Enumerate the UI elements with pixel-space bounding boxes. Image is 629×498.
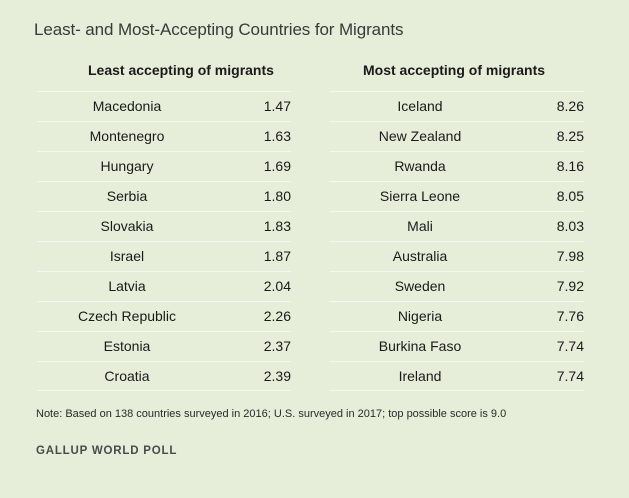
acceptance-score: 1.63 (263, 128, 291, 144)
acceptance-score: 1.83 (263, 218, 291, 234)
acceptance-score: 7.74 (556, 368, 584, 384)
table-row: Sweden 7.92 (330, 271, 584, 301)
column-header-least: Least accepting of migrants (88, 62, 274, 78)
acceptance-score: 1.80 (263, 188, 291, 204)
table-row: Montenegro 1.63 (37, 121, 291, 151)
table-row: Macedonia 1.47 (37, 91, 291, 121)
country-name: Croatia (104, 368, 150, 384)
acceptance-score: 2.39 (263, 368, 291, 384)
table-row: Estonia 2.37 (37, 331, 291, 361)
table-row: Hungary 1.69 (37, 151, 291, 181)
acceptance-score: 8.03 (556, 218, 584, 234)
table-row: Slovakia 1.83 (37, 211, 291, 241)
table-row: Australia 7.98 (330, 241, 584, 271)
acceptance-score: 8.26 (556, 98, 584, 114)
country-name: Sierra Leone (379, 188, 461, 204)
country-name: Slovakia (100, 218, 154, 234)
column-header-most: Most accepting of migrants (363, 62, 546, 78)
table-row: Czech Republic 2.26 (37, 301, 291, 331)
country-name: Hungary (100, 158, 154, 174)
acceptance-score: 8.25 (556, 128, 584, 144)
table-row: Rwanda 8.16 (330, 151, 584, 181)
least-accepting-table: Macedonia 1.47 Montenegro 1.63 Hungary 1.69 Se… (37, 91, 291, 391)
table-row: Iceland 8.26 (330, 91, 584, 121)
acceptance-score: 7.74 (556, 338, 584, 354)
acceptance-score: 2.26 (263, 308, 291, 324)
acceptance-score: 7.76 (556, 308, 584, 324)
country-name: Macedonia (92, 98, 162, 114)
acceptance-score: 8.05 (556, 188, 584, 204)
table-row: Nigeria 7.76 (330, 301, 584, 331)
country-name: Estonia (103, 338, 151, 354)
table-row: Croatia 2.39 (37, 361, 291, 391)
footnote: Note: Based on 138 countries surveyed in… (36, 408, 507, 420)
country-name: Rwanda (394, 158, 446, 174)
country-name: Serbia (106, 188, 148, 204)
table-row: Sierra Leone 8.05 (330, 181, 584, 211)
table-row: Latvia 2.04 (37, 271, 291, 301)
table-row: Burkina Faso 7.74 (330, 331, 584, 361)
country-name: New Zealand (378, 128, 462, 144)
table-row: Ireland 7.74 (330, 361, 584, 391)
country-name: Sweden (394, 278, 446, 294)
country-name: Czech Republic (77, 308, 177, 324)
table-row: New Zealand 8.25 (330, 121, 584, 151)
country-name: Burkina Faso (378, 338, 462, 354)
source-label: GALLUP WORLD POLL (36, 445, 178, 457)
acceptance-score: 7.92 (556, 278, 584, 294)
country-name: Australia (392, 248, 448, 264)
acceptance-score: 8.16 (556, 158, 584, 174)
acceptance-score: 1.47 (263, 98, 291, 114)
table-row: Serbia 1.80 (37, 181, 291, 211)
acceptance-score: 7.98 (556, 248, 584, 264)
acceptance-score: 1.87 (263, 248, 291, 264)
country-name: Montenegro (89, 128, 165, 144)
chart-title: Least- and Most-Accepting Countries for … (34, 20, 404, 39)
country-name: Ireland (398, 368, 442, 384)
most-accepting-table: Iceland 8.26 New Zealand 8.25 Rwanda 8.16 Sier… (330, 91, 584, 391)
acceptance-score: 1.69 (263, 158, 291, 174)
country-name: Latvia (108, 278, 146, 294)
acceptance-score: 2.04 (263, 278, 291, 294)
table-row: Mali 8.03 (330, 211, 584, 241)
country-name: Nigeria (397, 308, 443, 324)
country-name: Mali (407, 218, 433, 234)
country-name: Iceland (397, 98, 443, 114)
country-name: Israel (109, 248, 145, 264)
acceptance-score: 2.37 (263, 338, 291, 354)
table-row: Israel 1.87 (37, 241, 291, 271)
